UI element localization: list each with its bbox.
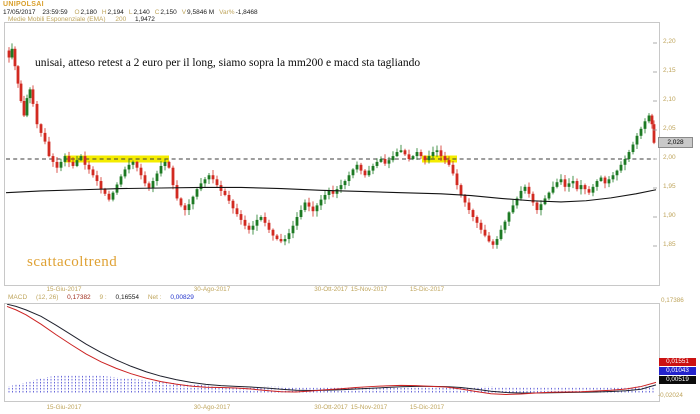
- price-axis-tick: 1,90: [663, 212, 676, 219]
- watermark: scattacoltrend: [27, 254, 118, 270]
- price-axis-tick: 2,15: [663, 67, 676, 74]
- macd-axis-bottom-label: -0,02024: [658, 392, 683, 399]
- quote-field-label: O: [74, 8, 80, 16]
- instrument-symbol: UNIPOLSAI: [3, 1, 44, 8]
- date-axis-tick: 15-Dic-2017: [409, 285, 445, 293]
- price-axis-tick: 1,85: [663, 241, 676, 248]
- chart-annotation-text: unisai, atteso retest a 2 euro per il lo…: [35, 57, 421, 69]
- ema-name: Medie Mobili Esponenziale (EMA): [8, 15, 106, 23]
- macd-params: (12, 26): [35, 294, 59, 301]
- date-axis-tick: 30-Ott-2017: [314, 285, 348, 293]
- price-axis-tick: 2,20: [663, 38, 676, 45]
- price-axis-tick: 2,00: [663, 154, 676, 161]
- last-price-box: 2,028: [658, 137, 693, 148]
- macd-net-label: Net :: [147, 294, 162, 301]
- quote-field-value: 2,140: [133, 8, 150, 16]
- quote-field-label: C: [154, 8, 160, 16]
- price-axis-tick: 2,05: [663, 125, 676, 132]
- macd-date-axis-tick: 15-Dic-2017: [409, 403, 445, 411]
- quote-field-value: 2,194: [107, 8, 124, 16]
- quote-field-label: L: [128, 8, 133, 16]
- indicator-legend-ema: Medie Mobili Esponenziale (EMA) 200 1,94…: [8, 16, 155, 23]
- macd-name: MACD: [8, 294, 28, 301]
- price-chart-canvas[interactable]: [4, 22, 660, 286]
- quote-field-label: Var%: [219, 8, 235, 16]
- quote-field-value: -1,8468: [235, 8, 258, 16]
- quote-field-value: 2,150: [160, 8, 177, 16]
- price-axis-tick: 1,95: [663, 183, 676, 190]
- macd-net-value: 0,00829: [170, 294, 194, 301]
- quote-ohlc-fields: O2,180 H2,194 L2,140 C2,150 V9,5846 M Var%-1,…: [69, 9, 257, 16]
- macd-date-axis-tick: 30-Ago-2017: [193, 403, 231, 411]
- date-axis-tick: 15-Giu-2017: [46, 285, 82, 293]
- date-axis-tick: 30-Ago-2017: [193, 285, 231, 293]
- quote-info-bar: 17/05/2017 23:59:59 O2,180 H2,194 L2,140 C2…: [3, 9, 258, 16]
- macd-chart-canvas[interactable]: [4, 303, 660, 402]
- price-axis-tick: 2,10: [663, 96, 676, 103]
- quote-date: 17/05/2017: [3, 8, 36, 16]
- quote-field-value: 2,180: [80, 8, 97, 16]
- macd-signal-label: 9 :: [99, 294, 107, 301]
- macd-value-box: 0,01043: [659, 366, 696, 375]
- quote-field-value: 9,5846 M: [187, 8, 215, 16]
- macd-axis-top-label: 0,17386: [661, 296, 684, 304]
- macd-legend: MACD (12, 26) 0,17382 9 : 0,16554 Net : …: [8, 294, 201, 301]
- macd-date-axis-tick: 15-Giu-2017: [46, 403, 82, 411]
- date-axis-tick: 15-Nov-2017: [350, 285, 388, 293]
- macd-value: 0,17382: [67, 294, 91, 301]
- quote-field-label: V: [181, 8, 187, 16]
- macd-date-axis-tick: 15-Nov-2017: [350, 403, 388, 411]
- macd-signal-value: 0,16554: [115, 294, 140, 301]
- ema-value: 1,9472: [135, 15, 155, 23]
- quote-time: 23:59:59: [42, 8, 68, 16]
- macd-value-box: 0,01551: [659, 357, 696, 366]
- ema-period: 200: [115, 15, 127, 23]
- macd-date-axis-tick: 30-Ott-2017: [314, 403, 348, 411]
- macd-value-box: 0,00519: [659, 375, 696, 384]
- quote-field-label: H: [101, 8, 107, 16]
